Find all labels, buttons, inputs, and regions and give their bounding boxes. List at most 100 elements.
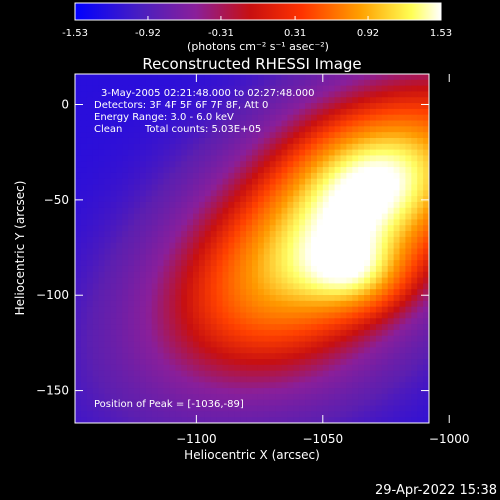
heatmap-cell bbox=[346, 132, 353, 139]
heatmap-cell bbox=[352, 277, 359, 284]
heatmap-cell bbox=[257, 277, 265, 284]
heatmap-cell bbox=[116, 74, 123, 81]
heatmap-cell bbox=[287, 347, 294, 354]
heatmap-cell bbox=[240, 242, 247, 250]
heatmap-cell bbox=[387, 341, 395, 348]
heatmap-cell bbox=[204, 353, 212, 360]
heatmap-cell bbox=[228, 312, 235, 319]
heatmap-cell bbox=[234, 359, 241, 366]
heatmap-cell bbox=[198, 289, 206, 296]
heatmap-cell bbox=[299, 207, 306, 215]
heatmap-cell bbox=[139, 393, 147, 401]
heatmap-cell bbox=[405, 155, 412, 162]
heatmap-cell bbox=[375, 353, 383, 360]
heatmap-cell bbox=[387, 184, 395, 191]
heatmap-cell bbox=[393, 283, 401, 290]
heatmap-cell bbox=[204, 347, 212, 354]
heatmap-cell bbox=[163, 295, 170, 302]
heatmap-cell bbox=[364, 353, 371, 360]
heatmap-cell bbox=[405, 359, 412, 366]
heatmap-cell bbox=[240, 231, 247, 238]
heatmap-cell bbox=[222, 213, 229, 221]
heatmap-cell bbox=[116, 318, 123, 325]
heatmap-cell bbox=[246, 289, 253, 296]
heatmap-cell bbox=[216, 213, 224, 221]
heatmap-cell bbox=[193, 108, 200, 116]
heatmap-cell bbox=[393, 207, 401, 215]
heatmap-cell bbox=[134, 312, 141, 319]
heatmap-cell bbox=[92, 271, 100, 279]
heatmap-cell bbox=[187, 399, 194, 407]
heatmap-cell bbox=[287, 79, 294, 87]
heatmap-cell bbox=[393, 149, 401, 157]
heatmap-cell bbox=[80, 359, 88, 366]
heatmap-cell bbox=[92, 260, 100, 267]
heatmap-cell bbox=[287, 417, 294, 423]
heatmap-cell bbox=[293, 382, 300, 389]
heatmap-cell bbox=[328, 289, 336, 296]
heatmap-cell bbox=[145, 364, 153, 372]
heatmap-cell bbox=[210, 254, 218, 261]
heatmap-cell bbox=[246, 411, 253, 418]
heatmap-cell bbox=[263, 120, 271, 127]
heatmap-cell bbox=[364, 79, 371, 87]
heatmap-cell bbox=[375, 399, 383, 407]
heatmap-cell bbox=[234, 248, 241, 255]
heatmap-cell bbox=[375, 271, 383, 279]
heatmap-cell bbox=[299, 172, 306, 180]
heatmap-cell bbox=[281, 417, 288, 423]
heatmap-cell bbox=[358, 79, 365, 87]
heatmap-cell bbox=[92, 359, 100, 366]
heatmap-cell bbox=[80, 411, 88, 418]
heatmap-cell bbox=[423, 260, 429, 267]
heatmap-cell bbox=[375, 97, 383, 104]
heatmap-cell bbox=[370, 184, 377, 191]
heatmap-cell bbox=[381, 161, 389, 168]
heatmap-cell bbox=[370, 126, 377, 133]
heatmap-cell bbox=[269, 405, 277, 412]
heatmap-cell bbox=[346, 405, 353, 412]
heatmap-cell bbox=[228, 347, 235, 354]
heatmap-cell bbox=[322, 393, 330, 401]
heatmap-cell bbox=[246, 399, 253, 407]
heatmap-cell bbox=[387, 120, 395, 127]
heatmap-cell bbox=[328, 411, 336, 418]
heatmap-cell bbox=[175, 97, 182, 104]
heatmap-cell bbox=[80, 91, 88, 98]
heatmap-cell bbox=[134, 108, 141, 116]
heatmap-cell bbox=[381, 376, 389, 383]
heatmap-cell bbox=[139, 382, 147, 389]
heatmap-cell bbox=[346, 225, 353, 232]
heatmap-cell bbox=[257, 213, 265, 221]
heatmap-cell bbox=[181, 364, 188, 372]
heatmap-cell bbox=[110, 388, 117, 395]
heatmap-cell bbox=[98, 132, 106, 139]
heatmap-cell bbox=[86, 137, 94, 145]
heatmap-cell bbox=[346, 318, 353, 325]
heatmap-cell bbox=[375, 370, 383, 378]
heatmap-cell bbox=[358, 388, 365, 395]
heatmap-cell bbox=[423, 329, 429, 337]
heatmap-cell bbox=[234, 405, 241, 412]
heatmap-cell bbox=[240, 103, 247, 110]
heatmap-cell bbox=[275, 74, 283, 81]
heatmap-cell bbox=[116, 393, 123, 401]
heatmap-cell bbox=[198, 405, 206, 412]
heatmap-cell bbox=[98, 335, 106, 343]
heatmap-cell bbox=[322, 120, 330, 127]
heatmap-cell bbox=[86, 289, 94, 296]
heatmap-cell bbox=[346, 172, 353, 180]
heatmap-cell bbox=[358, 324, 365, 331]
heatmap-cell bbox=[80, 132, 88, 139]
heatmap-cell bbox=[375, 132, 383, 139]
heatmap-cell bbox=[98, 289, 106, 296]
heatmap-cell bbox=[423, 359, 429, 366]
heatmap-cell bbox=[246, 143, 253, 151]
heatmap-cell bbox=[352, 359, 359, 366]
heatmap-cell bbox=[240, 283, 247, 290]
heatmap-cell bbox=[352, 114, 359, 122]
heatmap-cell bbox=[370, 300, 377, 308]
heatmap-cell bbox=[322, 155, 330, 162]
heatmap-cell bbox=[181, 411, 188, 418]
heatmap-cell bbox=[399, 213, 406, 221]
